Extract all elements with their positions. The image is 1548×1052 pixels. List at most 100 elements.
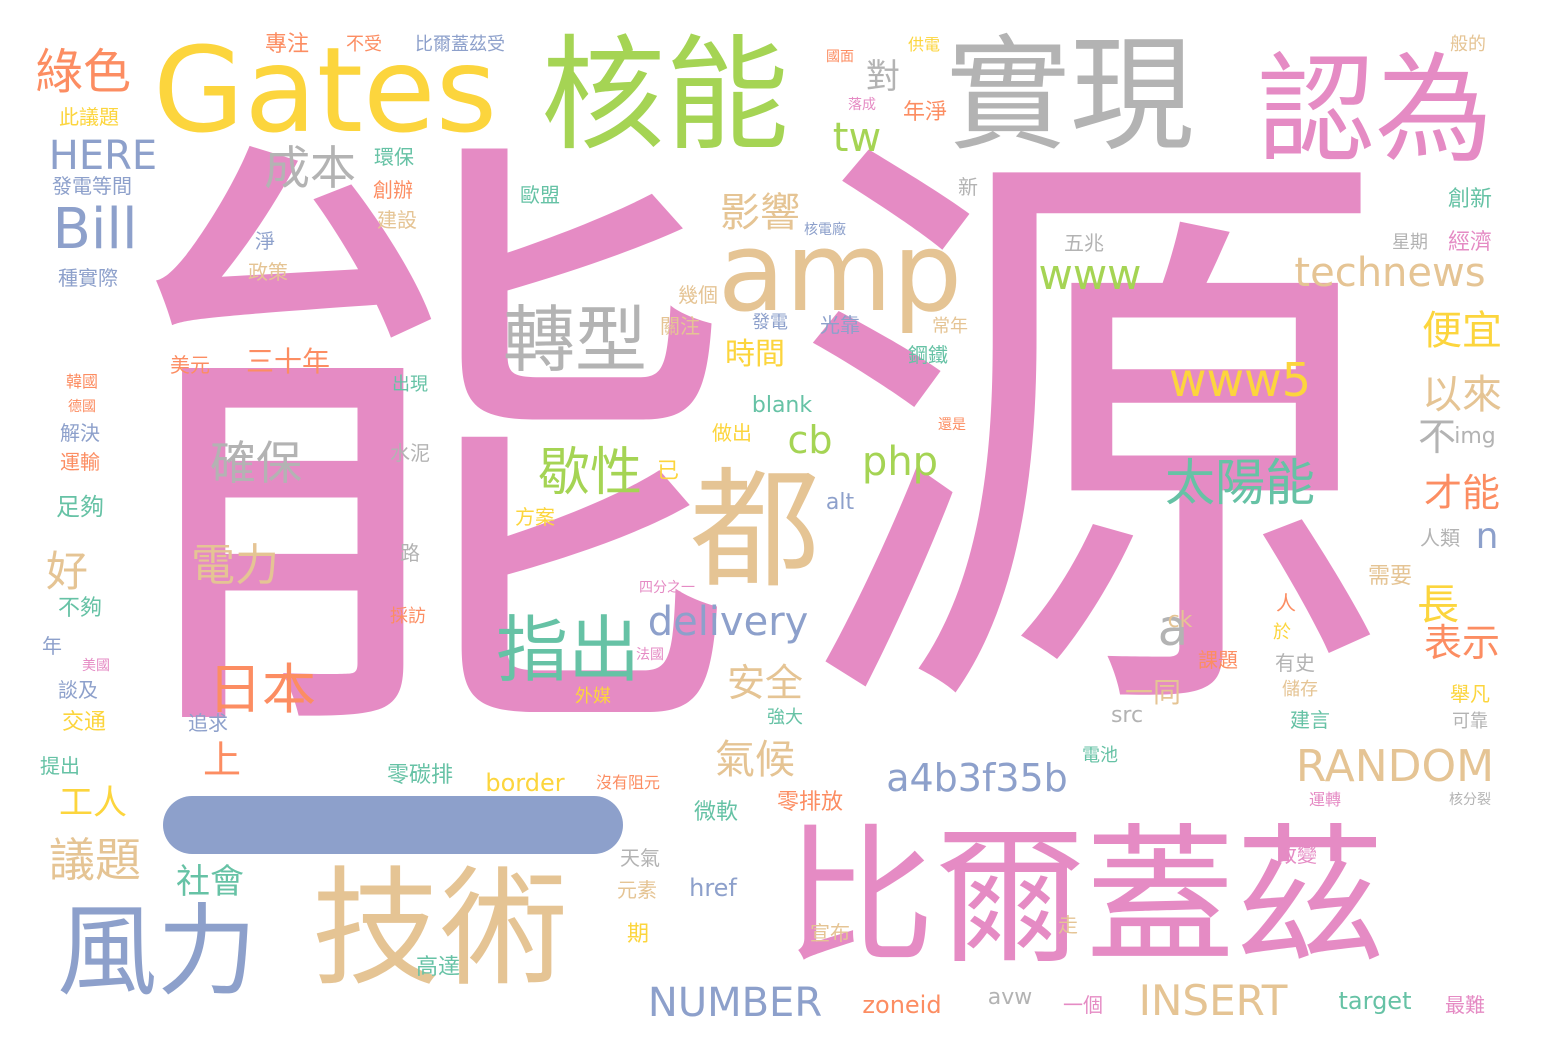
- word-gaibian: 改變: [1277, 843, 1317, 867]
- word-biergaizishou: 比爾蓋茲受: [415, 34, 505, 55]
- word-jishu: 技術: [311, 855, 569, 1004]
- word-meiyuan: 美元: [170, 353, 210, 377]
- word-random: RANDOM: [1295, 741, 1495, 792]
- word-dianli: 電力: [191, 540, 279, 591]
- word-keti: 課題: [1198, 648, 1238, 672]
- word-avw: avw: [987, 985, 1033, 1010]
- word-zoneid: zoneid: [862, 991, 942, 1019]
- word-bu: 不: [1417, 415, 1457, 459]
- word-shijian: 時間: [725, 337, 785, 372]
- word-jige: 幾個: [678, 283, 718, 307]
- word-deguo: 德國: [68, 399, 96, 415]
- word-border: border: [485, 769, 565, 797]
- word-guanzhu: 關注: [660, 314, 700, 338]
- word-alt: alt: [825, 490, 855, 515]
- word-xiexing: 歇性: [537, 443, 643, 503]
- word-amp: amp: [717, 208, 963, 336]
- word-jianshe: 建設: [377, 208, 417, 232]
- word-fengli: 風力: [57, 893, 257, 1010]
- word-yitong: 一同: [1124, 676, 1182, 709]
- word-guoyuan: 國面: [826, 49, 854, 65]
- word-jiaotong: 交通: [61, 710, 107, 735]
- word-yige: 一個: [1063, 993, 1103, 1017]
- word-a: a: [1157, 599, 1189, 657]
- word-zugou: 足夠: [56, 493, 104, 521]
- word-zou: 走: [1058, 913, 1078, 937]
- word-biaoshi: 表示: [1423, 621, 1501, 665]
- word-heneng: 核能: [540, 24, 790, 168]
- word-bill: Bill: [52, 197, 138, 262]
- word-xuyao: 需要: [1367, 564, 1413, 589]
- word-cb: cb: [787, 418, 833, 462]
- word-biergaizi: 比爾蓋茲: [784, 811, 1386, 985]
- word-xingqi: 星期: [1392, 232, 1428, 253]
- word-zhuanxing: 轉型: [502, 298, 648, 382]
- word-qiangda: 強大: [767, 707, 803, 728]
- word-youshi: 有史: [1275, 651, 1315, 675]
- word-php: php: [861, 439, 939, 485]
- word-src: src: [1110, 703, 1144, 728]
- word-hediance: 核電廠: [804, 222, 846, 238]
- word-fadian: 發電: [752, 312, 788, 333]
- word-chucun: 儲存: [1282, 679, 1318, 700]
- word-bandi: 般的: [1450, 34, 1486, 55]
- word-weiruan: 微軟: [693, 800, 739, 825]
- word-riben: 日本: [208, 658, 316, 721]
- word-yi: 已: [656, 459, 680, 484]
- word-yunshu: 運輸: [60, 450, 100, 474]
- word-dianchi: 電池: [1082, 745, 1118, 766]
- word-dui: 對: [866, 57, 900, 97]
- word-bushou: 不受: [346, 34, 382, 55]
- word-shixian: 實現: [945, 24, 1195, 168]
- word-wuzhao: 五兆: [1064, 231, 1104, 255]
- word-zhuanzhu: 專注: [264, 32, 310, 57]
- word-delivery: delivery: [647, 599, 809, 645]
- word-number: NUMBER: [647, 980, 823, 1026]
- word-gongren: 工人: [59, 783, 127, 823]
- word-faguo: 法國: [636, 647, 664, 663]
- word-bianyi: 便宜: [1422, 308, 1502, 354]
- word-sanshinian: 三十年: [245, 345, 331, 378]
- word-huanshi: 還是: [938, 417, 966, 433]
- word-guangkao: 光靠: [820, 313, 860, 337]
- word-insert: INSERT: [1138, 976, 1288, 1025]
- word-yu: 於: [1273, 622, 1291, 643]
- word-chang: 長: [1416, 580, 1460, 629]
- word-target: target: [1338, 987, 1412, 1015]
- word-yingxiang: 影響: [720, 190, 800, 236]
- word-ren: 人: [1276, 591, 1296, 615]
- word-caifang: 採訪: [390, 606, 426, 627]
- word-lingtanpai: 零碳排: [386, 763, 454, 788]
- word-gangtie: 鋼鐵: [908, 343, 948, 367]
- word-meiguo: 美國: [82, 658, 110, 674]
- word-gaoda: 高達: [415, 955, 461, 980]
- word-zuinan: 最難: [1445, 993, 1485, 1017]
- word-zhichu: 指出: [495, 608, 641, 692]
- word-a4b3f35b: a4b3f35b: [886, 756, 1068, 800]
- word-renlei: 人類: [1420, 526, 1460, 550]
- word-fangan: 方案: [515, 505, 555, 529]
- word-href: href: [689, 874, 737, 902]
- word-meiyoulanyuan: 沒有阻元: [595, 773, 661, 792]
- word-lvse: 綠色: [34, 44, 132, 100]
- word-queboa: 確保: [210, 436, 302, 490]
- word-yunzhuan: 運轉: [1308, 790, 1342, 809]
- word-lu: 路: [400, 541, 420, 565]
- word-shuini: 水泥: [390, 441, 430, 465]
- word-blank: blank: [751, 393, 813, 418]
- word-nian: 年: [42, 634, 62, 658]
- word-qihou: 氣候: [715, 737, 795, 783]
- word-hefenlie: 核分裂: [1449, 792, 1491, 808]
- word-changnian: 常年: [932, 316, 968, 337]
- word-www5: www5: [1168, 353, 1312, 407]
- word-yuansu: 元素: [617, 878, 657, 902]
- word-shang: 上: [202, 738, 242, 782]
- word-xin: 新: [958, 175, 978, 199]
- word-luocheng: 落成: [848, 97, 876, 113]
- word-jufan: 舉凡: [1450, 682, 1490, 706]
- word-niannjing: 年淨: [902, 100, 948, 125]
- word-ciyiti: 此議題: [59, 105, 119, 129]
- word-zhuiqiu: 追求: [188, 711, 228, 735]
- word-jing: 淨: [255, 229, 275, 253]
